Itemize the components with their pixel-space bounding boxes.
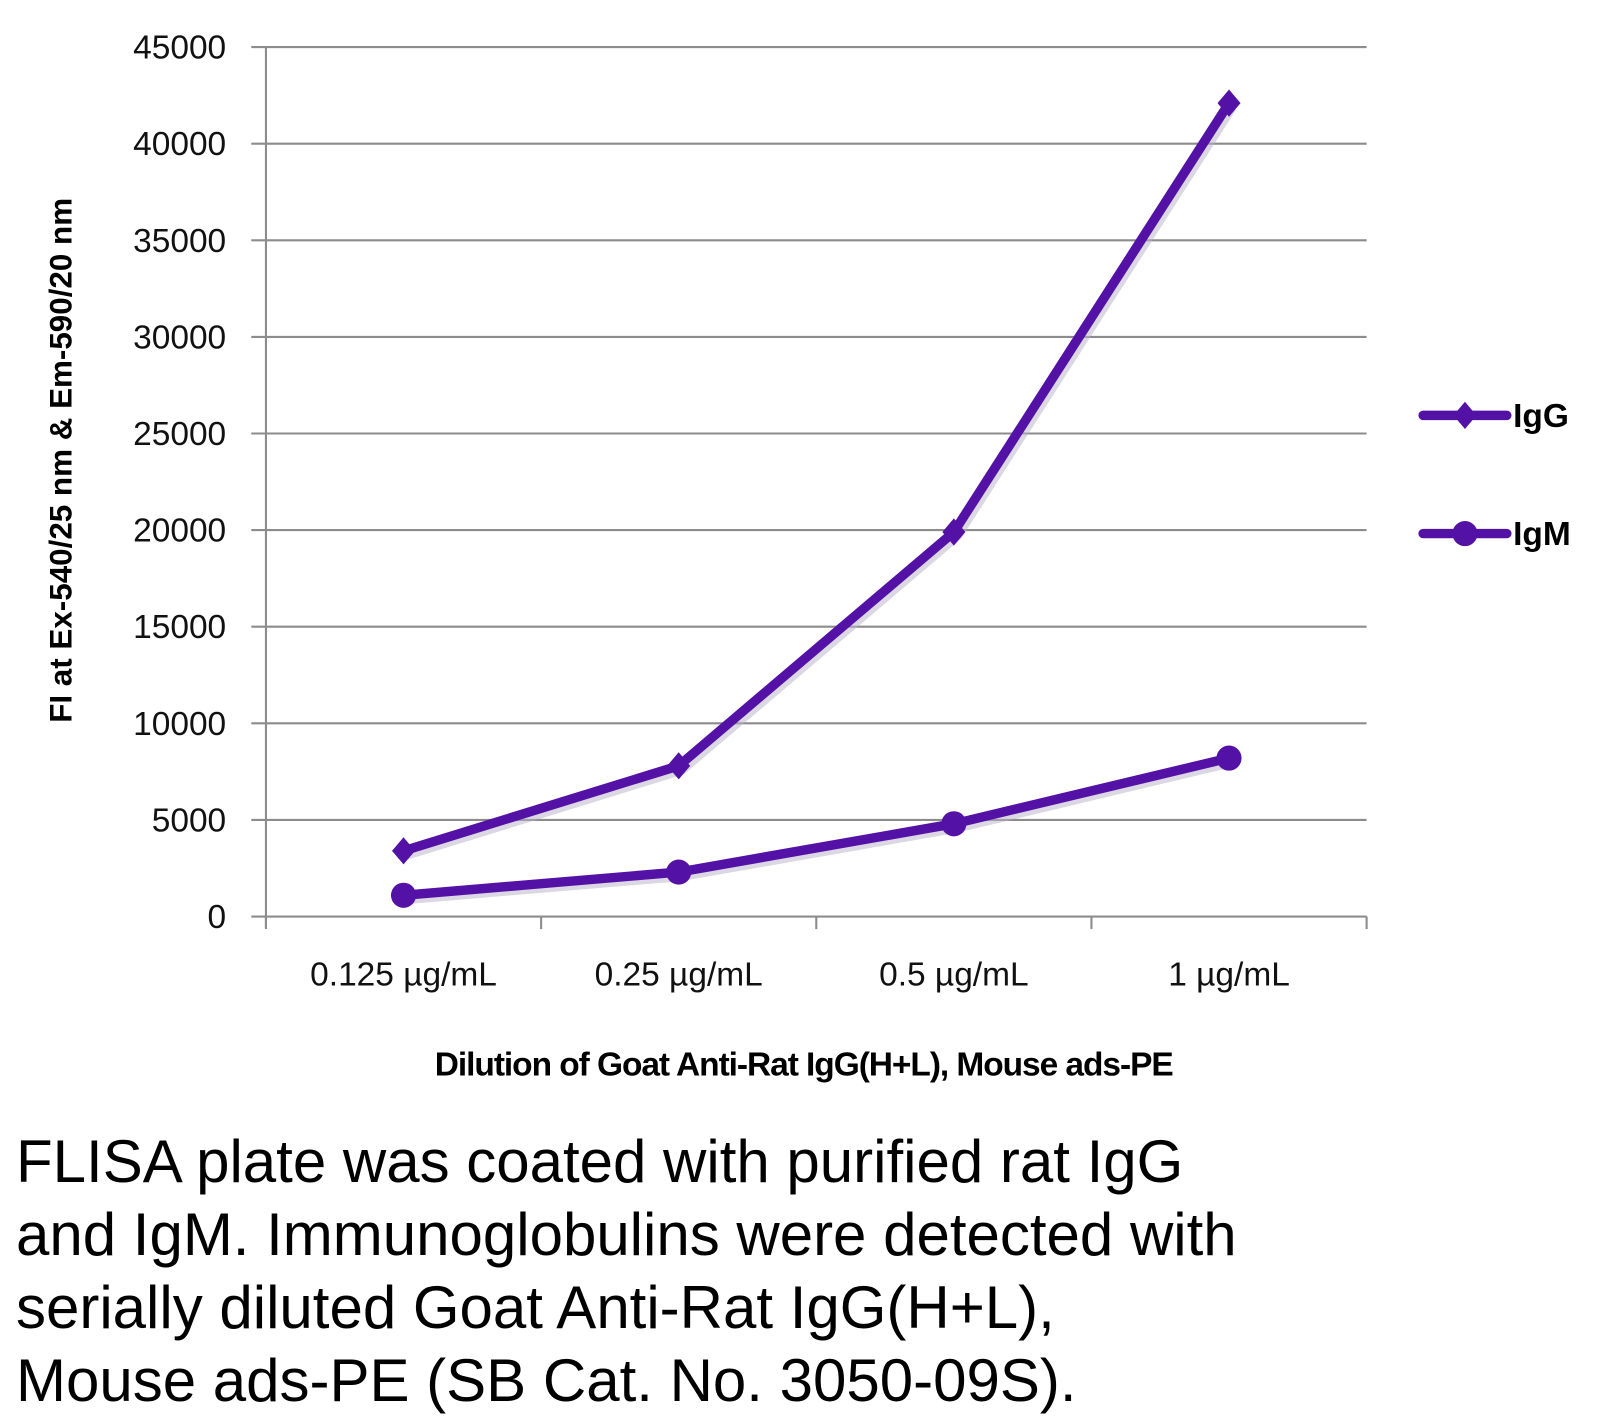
series-igm <box>390 745 1242 908</box>
legend-label: IgG <box>1513 398 1569 435</box>
caption-line: Mouse ads-PE (SB Cat. No. 3050-09S). <box>16 1347 1077 1414</box>
y-tick-label: 5000 <box>152 802 226 839</box>
y-tick-label: 45000 <box>133 30 226 67</box>
series-line-shadow <box>405 104 1237 860</box>
y-tick-label: 20000 <box>133 513 226 550</box>
figure-caption: FLISA plate was coated with purified rat… <box>16 1125 1576 1417</box>
data-point <box>392 837 416 865</box>
y-tick-label: 40000 <box>133 126 226 163</box>
legend-label: IgM <box>1513 516 1571 553</box>
data-point <box>666 859 692 885</box>
y-tick-label: 30000 <box>133 319 226 356</box>
x-tick-label: 0.5 µg/mL <box>879 957 1029 994</box>
y-axis-ticks: 0 5000 10000 15000 20000 25000 30000 35000 40000… <box>133 30 226 936</box>
data-point <box>390 882 417 908</box>
x-tick-label: 1 µg/mL <box>1168 957 1290 994</box>
y-axis-title: FI at Ex-540/25 nm & Em-590/20 nm <box>43 198 78 723</box>
legend-item-igg: IgG <box>1418 398 1569 435</box>
y-tick-label: 35000 <box>133 223 226 260</box>
circle-marker-icon <box>1452 521 1478 547</box>
data-point <box>942 518 966 546</box>
data-point <box>1216 745 1242 771</box>
x-axis: 0.125 µg/mL 0.25 µg/mL 0.5 µg/mL 1 µg/mL <box>264 47 1368 994</box>
series-line <box>398 98 1234 856</box>
y-tick-label: 10000 <box>133 706 226 743</box>
caption-line: and IgM. Immunoglobulins were detected w… <box>16 1201 1237 1268</box>
y-tick-label: 25000 <box>133 416 226 453</box>
caption-line: FLISA plate was coated with purified rat… <box>16 1128 1184 1195</box>
x-tick-label: 0.25 µg/mL <box>595 957 763 994</box>
gridlines <box>251 46 1367 918</box>
y-tick-label: 15000 <box>133 609 226 646</box>
legend: IgG IgM <box>1418 398 1571 553</box>
series-igg <box>392 89 1241 865</box>
x-axis-title: Dilution of Goat Anti-Rat IgG(H+L), Mous… <box>435 1047 1174 1084</box>
series-line <box>398 753 1234 900</box>
data-point <box>1217 89 1241 117</box>
x-tick-label: 0.125 µg/mL <box>310 957 497 994</box>
data-point <box>941 811 967 837</box>
diamond-marker-icon <box>1453 401 1477 429</box>
y-tick-label: 0 <box>208 899 227 936</box>
legend-item-igm: IgM <box>1418 516 1571 553</box>
caption-line: serially diluted Goat Anti-Rat IgG(H+L), <box>16 1274 1055 1341</box>
series-group <box>390 89 1242 908</box>
